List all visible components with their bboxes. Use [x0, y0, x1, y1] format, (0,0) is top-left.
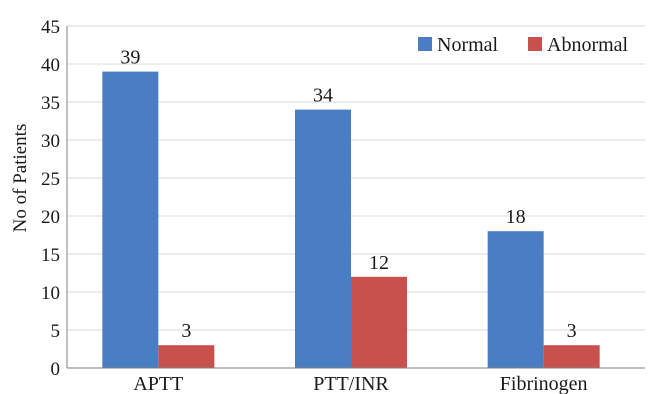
data-label: 3 [567, 320, 577, 342]
data-label: 3 [181, 320, 191, 342]
y-tick-label: 0 [51, 359, 61, 380]
x-tick-label: APTT [133, 373, 183, 394]
x-tick-label: PTT/INR [313, 373, 389, 394]
legend-label-abnormal: Abnormal [547, 34, 629, 56]
bars [102, 71, 600, 368]
y-tick-label: 10 [41, 283, 60, 304]
y-tick-label: 30 [41, 131, 60, 152]
y-tick-label: 15 [41, 245, 60, 266]
data-label: 18 [506, 206, 526, 228]
data-label: 34 [313, 85, 333, 107]
bar-abnormal-ptt-inr [351, 276, 407, 368]
legend-swatch-abnormal [528, 37, 542, 51]
y-tick-label: 5 [51, 321, 61, 342]
y-tick-label: 20 [41, 207, 60, 228]
y-axis-title: No of Patients [10, 124, 31, 233]
axes [66, 26, 645, 369]
data-label: 12 [369, 252, 389, 274]
x-tick-label: Fibrinogen [500, 373, 588, 394]
legend: Normal Abnormal [418, 34, 629, 56]
gridlines [67, 25, 645, 331]
bar-abnormal-aptt [158, 345, 215, 368]
y-tick-label: 45 [41, 17, 60, 38]
bar-abnormal-fibrinogen [543, 345, 600, 368]
legend-label-normal: Normal [437, 34, 499, 56]
labels: 0 5 10 15 20 25 30 35 40 45 39 3 APTT 34 12 PTT/INR 18 3 F… [41, 17, 588, 394]
bar-normal-fibrinogen [487, 231, 544, 368]
bar-normal-aptt [102, 71, 159, 368]
legend-swatch-normal [418, 37, 432, 51]
data-label: 39 [120, 47, 140, 69]
y-tick-label: 25 [41, 169, 60, 190]
y-tick-label: 35 [41, 93, 60, 114]
y-tick-label: 40 [41, 55, 60, 76]
bar-normal-ptt-inr [295, 109, 351, 368]
